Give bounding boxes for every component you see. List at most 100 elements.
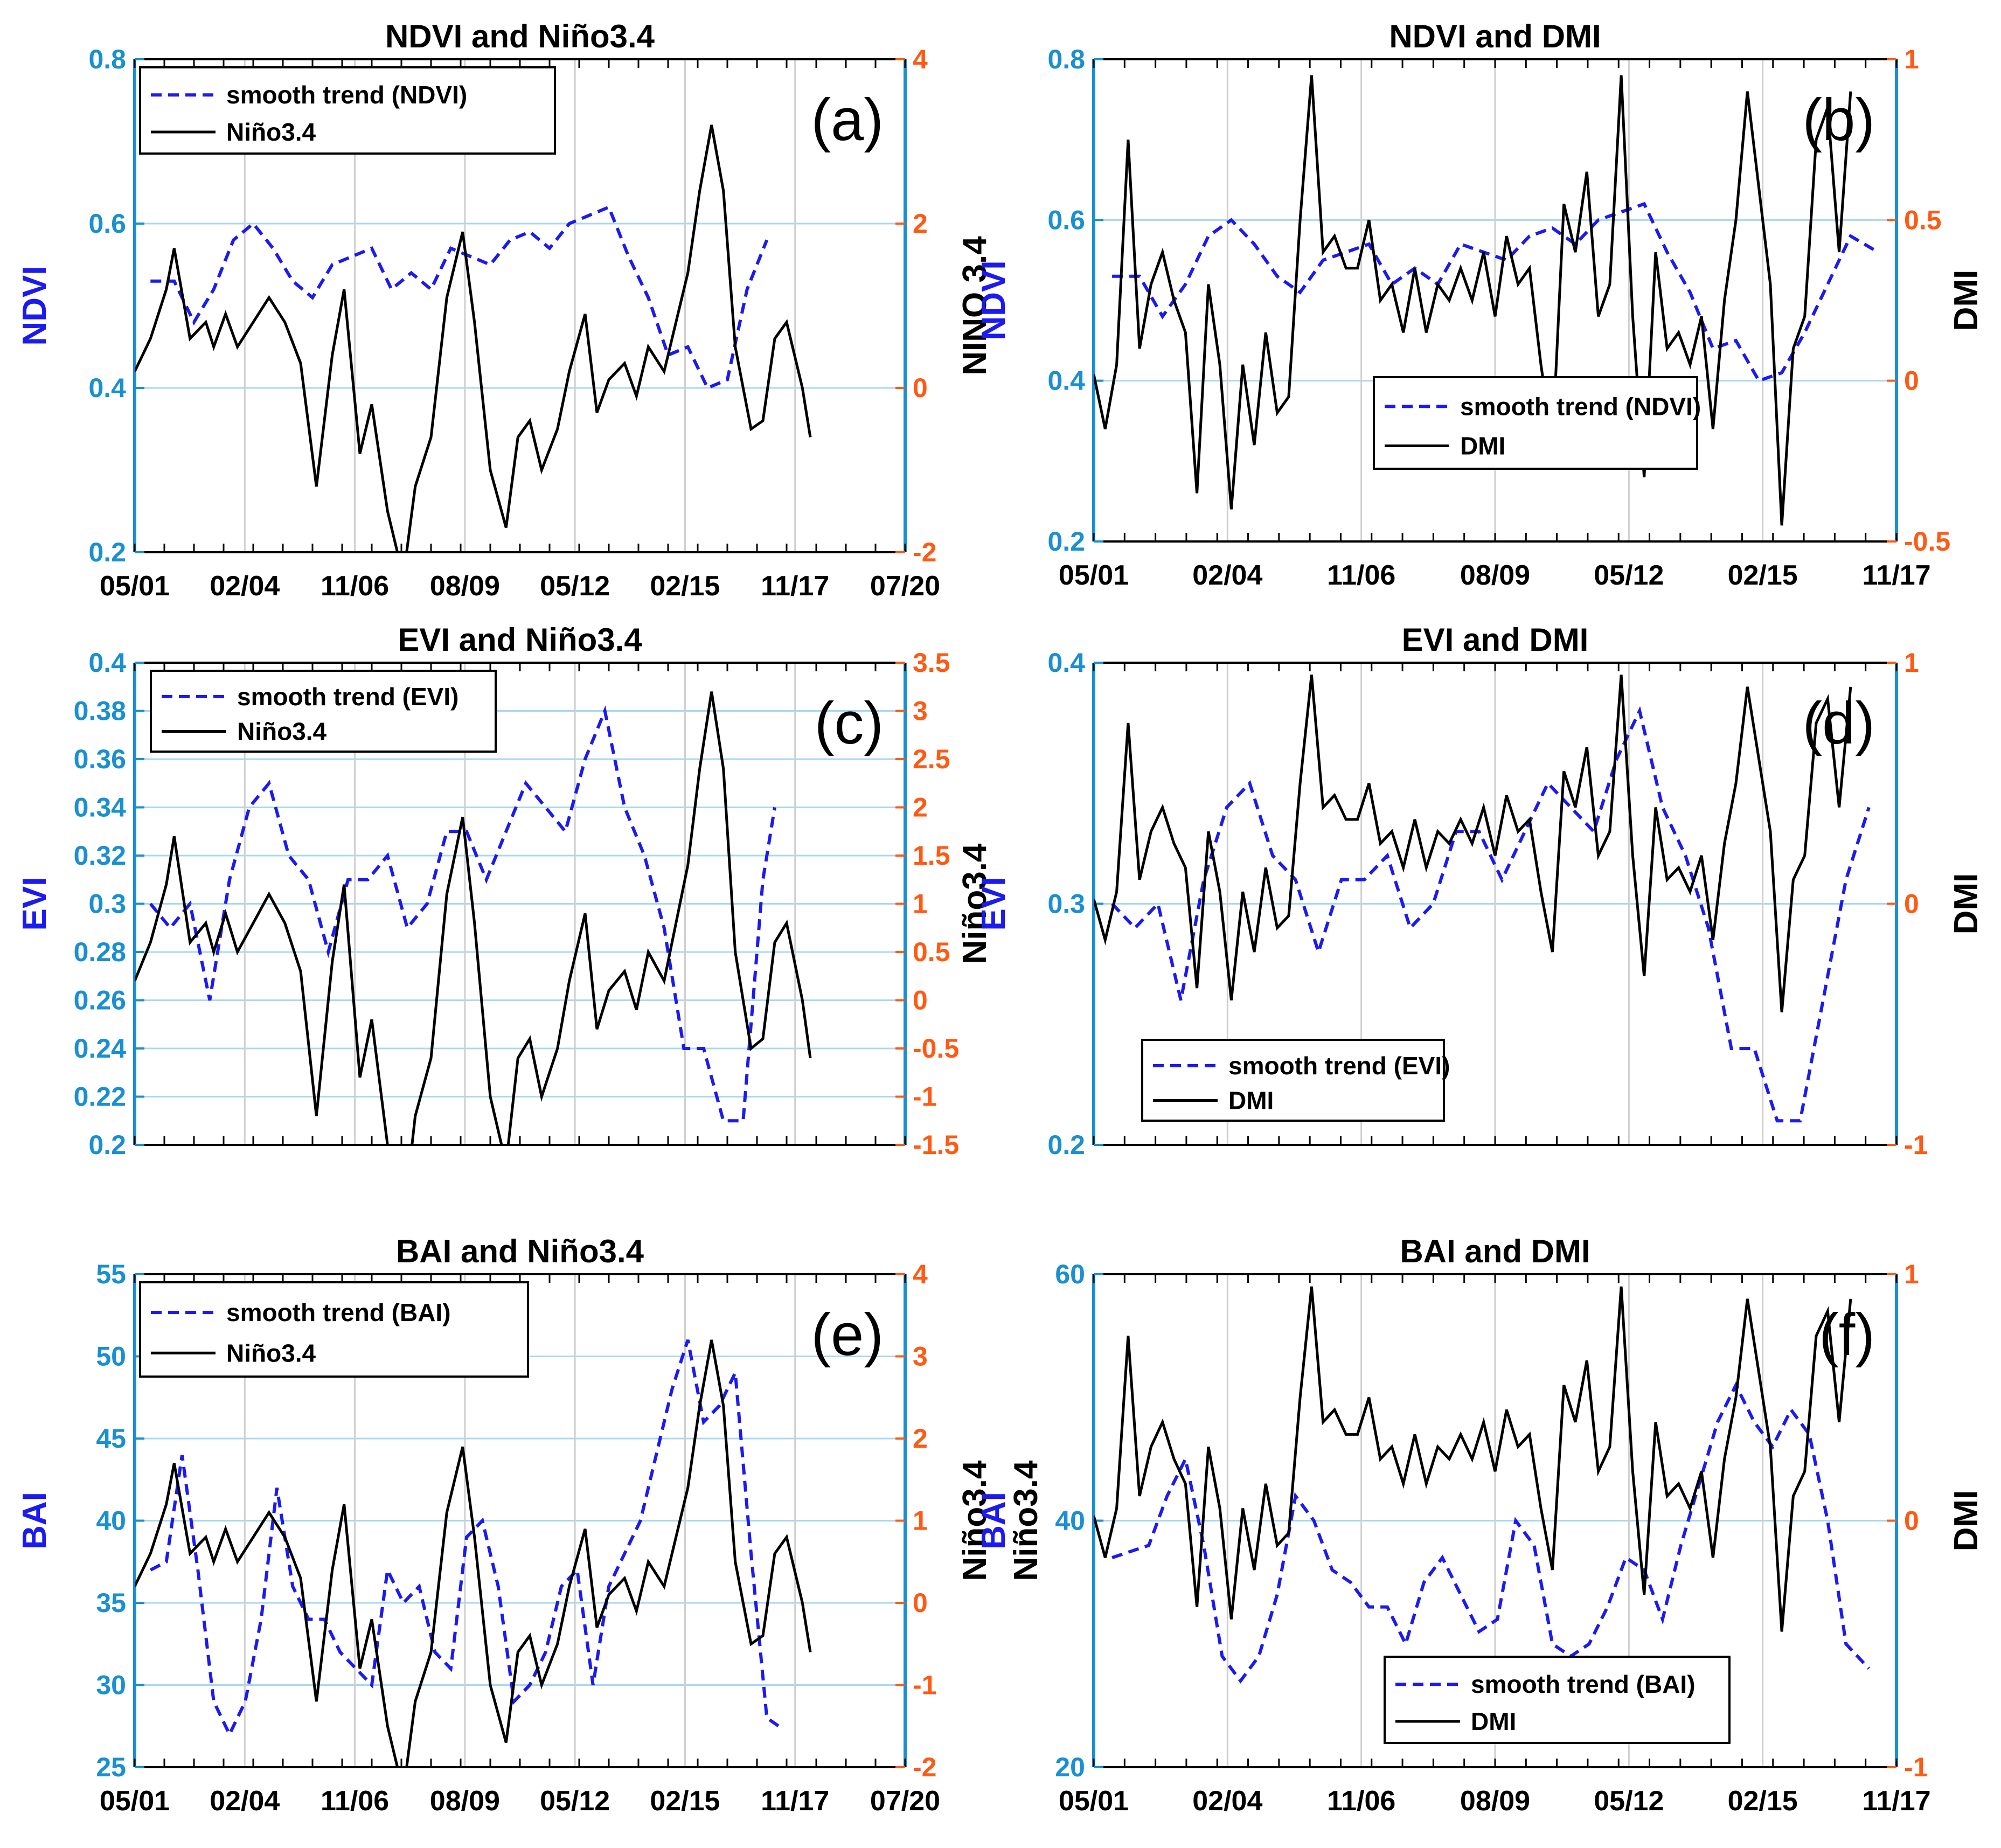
x-tick-label: 02/15 bbox=[650, 1786, 720, 1817]
x-tick-label: 08/09 bbox=[1460, 1786, 1530, 1817]
series-line-trend bbox=[150, 205, 769, 390]
y-tick-label: 40 bbox=[1055, 1506, 1085, 1536]
y-right-tick-label: 0.5 bbox=[1904, 205, 1942, 235]
y-tick-label: 0.8 bbox=[1047, 44, 1085, 74]
y-right-tick-label: 0 bbox=[1904, 1506, 1919, 1536]
y-right-tick-label: -1 bbox=[1904, 1130, 1928, 1160]
x-tick-label: 02/15 bbox=[650, 571, 720, 602]
x-tick-label: 11/06 bbox=[1327, 560, 1395, 591]
legend: smooth trend (EVI) Niño3.4 bbox=[150, 670, 497, 753]
y-axis-label-extra: Niño3.4 bbox=[1008, 1460, 1045, 1581]
y-tick-label: 0.4 bbox=[1047, 648, 1085, 678]
y-right-tick-label: 2.5 bbox=[913, 744, 950, 774]
chart-title: BAI and Niño3.4 bbox=[396, 1233, 644, 1269]
x-tick-label: 05/01 bbox=[1059, 560, 1129, 591]
x-tick-label: 11/06 bbox=[321, 571, 389, 602]
y-right-tick-label: -1 bbox=[1904, 1752, 1928, 1782]
legend-box bbox=[139, 66, 556, 155]
y-right-tick-label: 0 bbox=[913, 1588, 928, 1618]
legend: smooth trend (NDVI) DMI bbox=[1373, 376, 1701, 470]
y-right-axis-label: NINO 3.4 bbox=[956, 236, 993, 376]
panel-label: (d) bbox=[1803, 690, 1875, 756]
panel-label: (c) bbox=[815, 690, 884, 756]
panel-label: (b) bbox=[1803, 87, 1875, 153]
y-right-tick-label: 1 bbox=[1904, 648, 1919, 678]
x-tick-label: 05/01 bbox=[100, 1786, 170, 1817]
chart-title: BAI and DMI bbox=[1400, 1233, 1590, 1269]
legend-label: Niño3.4 bbox=[237, 718, 327, 746]
y-tick-label: 0.28 bbox=[74, 937, 126, 967]
y-right-tick-label: -1.5 bbox=[913, 1130, 959, 1160]
x-tick-label: 02/04 bbox=[1192, 560, 1262, 591]
y-axis-label: NDVI bbox=[975, 260, 1012, 340]
y-right-tick-label: 1 bbox=[913, 889, 928, 919]
series-line-trend bbox=[1112, 202, 1879, 383]
chart-panel-c: 0.2 0.22 0.24 0.26 0.28 0.3 0.32 0.34 0.36 0.38 0.… bbox=[16, 622, 993, 1160]
series-line-climate bbox=[135, 691, 812, 1145]
x-tick-label: 05/12 bbox=[540, 1786, 610, 1817]
y-tick-label: 0.2 bbox=[1047, 526, 1085, 557]
y-right-tick-label: 1 bbox=[913, 1506, 928, 1536]
chart-title: EVI and DMI bbox=[1402, 622, 1589, 658]
legend-box bbox=[150, 670, 497, 753]
x-tick-label: 08/09 bbox=[430, 1786, 500, 1817]
y-tick-label: 0.6 bbox=[1047, 205, 1085, 235]
legend-label: Niño3.4 bbox=[226, 118, 316, 146]
y-tick-label: 60 bbox=[1055, 1259, 1085, 1289]
y-tick-label: 45 bbox=[96, 1423, 126, 1454]
x-tick-label: 02/04 bbox=[210, 571, 280, 602]
x-tick-label: 11/06 bbox=[321, 1786, 389, 1817]
legend-label: smooth trend (BAI) bbox=[1471, 1670, 1696, 1698]
x-tick-label: 07/20 bbox=[870, 571, 940, 602]
y-axis-label: EVI bbox=[16, 877, 53, 931]
y-right-tick-label: -2 bbox=[913, 1752, 936, 1782]
panel-label: (e) bbox=[811, 1302, 884, 1368]
y-tick-label: 0.24 bbox=[74, 1033, 127, 1064]
y-tick-label: 30 bbox=[96, 1670, 126, 1700]
panel-label: (f) bbox=[1819, 1302, 1875, 1368]
x-tick-label: 05/12 bbox=[1594, 1786, 1664, 1817]
chart-panel-d: 0.2 0.3 0.4 -1 0 1 EVI and DMI EVI DMI (d) smooth … bbox=[975, 622, 1985, 1160]
x-tick-label: 11/17 bbox=[761, 1786, 829, 1817]
y-right-tick-label: 3 bbox=[913, 1342, 928, 1372]
y-right-axis-label: DMI bbox=[1948, 1490, 1985, 1552]
x-tick-label: 05/01 bbox=[1059, 1786, 1129, 1817]
y-tick-label: 0.2 bbox=[1047, 1130, 1085, 1160]
y-right-tick-label: 3 bbox=[913, 696, 928, 726]
legend: smooth trend (EVI) DMI bbox=[1141, 1039, 1450, 1122]
y-tick-label: 35 bbox=[96, 1588, 126, 1618]
y-tick-label: 0.26 bbox=[74, 985, 126, 1016]
y-right-tick-label: 1.5 bbox=[913, 840, 950, 871]
y-right-axis-label: DMI bbox=[1948, 270, 1985, 331]
legend-box bbox=[139, 1281, 529, 1378]
series-line-trend bbox=[149, 1339, 780, 1738]
series-line-climate bbox=[135, 124, 812, 552]
x-tick-label: 11/17 bbox=[1862, 560, 1930, 591]
y-tick-label: 0.6 bbox=[88, 209, 126, 239]
y-right-tick-label: 0 bbox=[1904, 889, 1919, 919]
y-right-tick-label: 2 bbox=[913, 793, 928, 823]
series-line-trend bbox=[1110, 706, 1871, 1123]
x-tick-label: 05/12 bbox=[1594, 560, 1664, 591]
y-tick-label: 0.34 bbox=[74, 793, 127, 823]
y-right-tick-label: 2 bbox=[913, 209, 928, 239]
legend-label: smooth trend (EVI) bbox=[1228, 1052, 1450, 1080]
y-axis-label: EVI bbox=[975, 877, 1012, 931]
x-tick-label: 02/15 bbox=[1728, 560, 1798, 591]
legend-label: smooth trend (EVI) bbox=[237, 683, 458, 711]
panel-label: (a) bbox=[811, 87, 884, 153]
series-line-trend bbox=[149, 705, 776, 1123]
y-axis-label: BAI bbox=[16, 1492, 53, 1550]
y-tick-label: 0.3 bbox=[88, 889, 126, 919]
y-right-tick-label: -0.5 bbox=[913, 1033, 959, 1064]
y-axis-label: NDVI bbox=[16, 266, 53, 345]
x-tick-label: 11/17 bbox=[1862, 1786, 1930, 1817]
legend: smooth trend (NDVI) Niño3.4 bbox=[139, 66, 556, 155]
chart-title: EVI and Niño3.4 bbox=[398, 622, 642, 658]
legend-label: smooth trend (NDVI) bbox=[226, 81, 467, 109]
y-tick-label: 0.2 bbox=[88, 537, 126, 567]
y-tick-label: 0.4 bbox=[88, 648, 126, 678]
y-tick-label: 0.4 bbox=[1047, 366, 1085, 396]
y-tick-label: 0.2 bbox=[88, 1130, 126, 1160]
